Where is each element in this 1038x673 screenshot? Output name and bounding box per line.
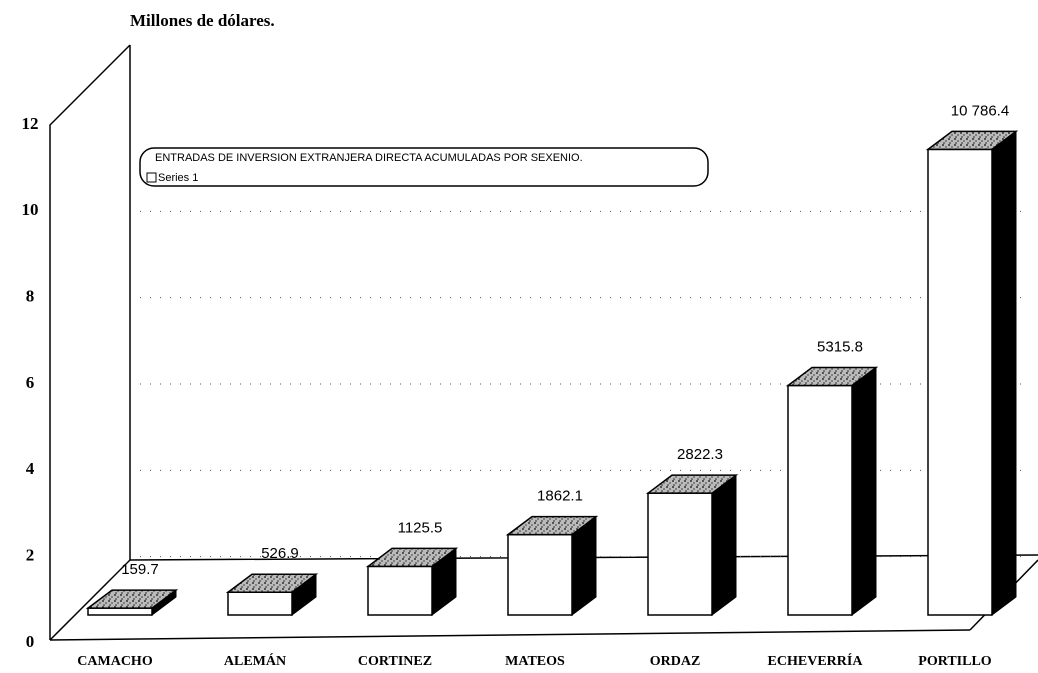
bar-top: [225, 573, 319, 594]
x-tick-label: PORTILLO: [918, 654, 992, 669]
bar: [367, 565, 433, 616]
bar: [227, 591, 293, 616]
bar-side: [851, 366, 877, 616]
x-tick-label: CORTINEZ: [358, 654, 432, 669]
y-tick-label: 12: [22, 114, 39, 133]
x-tick-label: MATEOS: [505, 654, 565, 669]
legend-title: ENTRADAS DE INVERSION EXTRANJERA DIRECTA…: [155, 152, 583, 164]
bar: [87, 607, 153, 616]
bar-side: [991, 130, 1017, 616]
bar-top: [785, 366, 879, 387]
y-tick-label: 4: [26, 459, 35, 478]
legend-box: [139, 147, 709, 187]
data-label: 5315.8: [817, 339, 863, 356]
bar-top: [365, 547, 459, 568]
bar: [507, 533, 573, 616]
bar-top: [505, 515, 599, 536]
legend-label: Series 1: [158, 172, 198, 184]
data-label: 10 786.4: [951, 102, 1009, 119]
data-label: 2822.3: [677, 446, 723, 463]
chart-title: Millones de dólares.: [130, 11, 275, 30]
legend-swatch: [146, 172, 157, 183]
bar-top: [645, 474, 739, 494]
data-label: 159.7: [121, 561, 159, 578]
y-tick-label: 0: [26, 632, 35, 651]
data-label: 526.9: [261, 545, 299, 562]
floor-edge: [49, 559, 131, 641]
back-wall: [129, 45, 1038, 561]
y-tick-label: 10: [22, 200, 39, 219]
y-tick-label: 2: [26, 546, 35, 565]
left-wall: [49, 44, 131, 640]
x-tick-label: ECHEVERRÍA: [768, 652, 864, 669]
floor-front: [49, 629, 971, 641]
bar-top: [925, 130, 1019, 151]
x-tick-label: CAMACHO: [77, 654, 153, 669]
data-label: 1862.1: [537, 488, 583, 505]
bar: [647, 492, 713, 616]
x-tick-label: ORDAZ: [650, 654, 701, 669]
y-tick-label: 6: [26, 373, 35, 392]
x-tick-label: ALEMÁN: [224, 652, 286, 669]
y-tick-label: 8: [26, 287, 35, 306]
bar-side: [711, 474, 737, 616]
bar: [787, 384, 853, 616]
data-label: 1125.5: [398, 519, 443, 536]
bar: [927, 148, 993, 616]
bar-top: [85, 589, 179, 609]
